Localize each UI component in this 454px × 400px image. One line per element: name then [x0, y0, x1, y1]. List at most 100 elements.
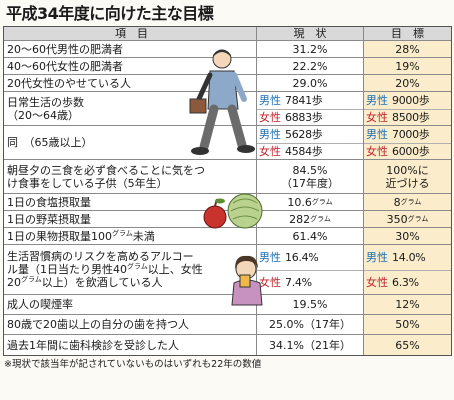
value: 350: [386, 212, 408, 226]
table-row: 1日の果物摂取量100グラム未満 61.4% 30%: [4, 228, 451, 245]
value: 10.6: [287, 195, 312, 209]
row-item: 成人の喫煙率: [7, 298, 73, 311]
header-current: 現 状: [256, 27, 363, 40]
row-item-line2: ル量（1日当たり男性40: [7, 263, 127, 276]
row-item: 同 （65歳以上）: [7, 136, 93, 149]
footnote: ※現状で該当年が記されていないものはいずれも22年の数値: [4, 359, 262, 370]
vegetables-illustration: [203, 193, 263, 229]
value-male: 7841歩: [285, 93, 323, 107]
item-suffix: 未満: [132, 229, 155, 243]
value-female: 6000歩: [392, 145, 430, 159]
row-item: 20代女性のやせている人: [7, 76, 131, 90]
value-female: 6.3%: [392, 276, 419, 290]
row-target: 30%: [363, 228, 451, 244]
value-female: 4584歩: [285, 145, 323, 159]
sex-label-female: 女性: [366, 276, 388, 290]
value-female: 7.4%: [285, 276, 312, 290]
table-row: 1日の野菜摂取量 282 グラム 350 グラム: [4, 211, 451, 228]
unit-gram: グラム: [127, 262, 148, 271]
value-male: 7000歩: [392, 127, 430, 141]
current-line2: （17年度）: [281, 176, 339, 190]
table-row: 生活習慣病のリスクを高めるアルコー ル量（1日当たり男性40グラム以上、女性 2…: [4, 245, 451, 295]
row-target: 男性 9000歩 女性 8500歩: [363, 92, 451, 125]
row-item-line1: 朝昼夕の三食を必ず食べることに気をつ: [7, 163, 205, 177]
table-header: 項 目 現 状 目 標: [4, 27, 451, 41]
value-male: 14.0%: [392, 250, 426, 264]
table-row: 成人の喫煙率 19.5% 12%: [4, 295, 451, 315]
row-item-line1: 日常生活の歩数: [7, 95, 84, 109]
sex-label-female: 女性: [259, 276, 281, 290]
row-item-line1: 生活習慣病のリスクを高めるアルコー: [7, 250, 194, 263]
row-target: 8 グラム: [363, 194, 451, 210]
row-target: 男性 14.0% 女性 6.3%: [363, 245, 451, 294]
table-row: 80歳で20歯以上の自分の歯を持つ人 25.0%（17年） 50%: [4, 315, 451, 335]
drinking-woman-illustration: [231, 255, 263, 306]
row-item: 20〜60代男性の肥満者: [7, 42, 123, 56]
table-row: 過去1年間に歯科検診を受診した人 34.1%（21年） 65%: [4, 335, 451, 355]
target-line2: 近づける: [385, 176, 430, 190]
unit-gram: グラム: [112, 228, 133, 237]
sex-label-male: 男性: [259, 250, 281, 264]
goals-table: 項 目 現 状 目 標 20〜60代男性の肥満者 31.2% 28% 40〜60…: [3, 26, 452, 356]
row-current: 34.1%（21年）: [256, 335, 363, 355]
row-target: 20%: [363, 75, 451, 91]
row-current: 31.2%: [256, 41, 363, 57]
sex-label-male: 男性: [366, 127, 388, 141]
row-item: 生活習慣病のリスクを高めるアルコー ル量（1日当たり男性40グラム以上、女性 2…: [4, 245, 256, 294]
value: 8: [393, 195, 401, 209]
row-item: 朝昼夕の三食を必ず食べることに気をつ け食事をしている子供（5年生）: [4, 160, 256, 193]
row-target: 19%: [363, 58, 451, 74]
row-item: 1日の食塩摂取量: [7, 195, 91, 209]
sex-label-female: 女性: [366, 111, 388, 125]
sex-label-male: 男性: [259, 127, 281, 141]
row-current: 61.4%: [256, 228, 363, 244]
unit-gram: グラム: [21, 275, 42, 284]
row-target: 男性 7000歩 女性 6000歩: [363, 126, 451, 159]
row-current: 84.5% （17年度）: [256, 160, 363, 193]
row-item: 80歳で20歯以上の自分の歯を持つ人: [7, 318, 189, 331]
current-line1: 84.5%: [292, 163, 328, 177]
unit-gram: グラム: [310, 214, 331, 223]
value-female: 6883歩: [285, 111, 323, 125]
unit-gram: グラム: [400, 197, 422, 206]
target-line1: 100%に: [386, 163, 429, 177]
table-row: 1日の食塩摂取量 10.6 グラム 8 グラム: [4, 194, 451, 211]
value: 282: [289, 212, 311, 226]
row-item: 40〜60代女性の肥満者: [7, 59, 123, 73]
row-current: 25.0%（17年）: [256, 315, 363, 334]
walking-man-illustration: [189, 49, 255, 155]
value-male: 9000歩: [392, 93, 430, 107]
sex-label-female: 女性: [259, 145, 281, 159]
value-male: 16.4%: [285, 250, 319, 264]
sex-label-female: 女性: [366, 145, 388, 159]
row-item-line3-suffix: 以上）を飲酒している人: [41, 276, 163, 289]
sex-label-female: 女性: [259, 111, 281, 125]
header-item: 項 目: [4, 27, 256, 40]
row-current: 10.6 グラム: [256, 194, 363, 210]
header-target: 目 標: [363, 27, 451, 40]
row-current: 22.2%: [256, 58, 363, 74]
row-target: 65%: [363, 335, 451, 355]
row-target: 28%: [363, 41, 451, 57]
row-item-line2: （20〜64歳）: [7, 108, 79, 122]
table-row: 同 （65歳以上） 男性 5628歩 女性 4584歩 男性 7000歩 女性 6000…: [4, 126, 451, 160]
unit-gram: グラム: [311, 197, 333, 206]
row-item: 1日の野菜摂取量: [7, 212, 91, 226]
row-current: 29.0%: [256, 75, 363, 91]
row-target: 100%に 近づける: [363, 160, 451, 193]
row-item-line2-suffix: 以上、女性: [147, 263, 203, 276]
row-current: 282 グラム: [256, 211, 363, 227]
value-male: 5628歩: [285, 127, 323, 141]
row-item-line2: け食事をしている子供（5年生）: [7, 176, 168, 190]
row-current: 19.5%: [256, 295, 363, 314]
row-target: 350 グラム: [363, 211, 451, 227]
table-row: 朝昼夕の三食を必ず食べることに気をつ け食事をしている子供（5年生） 84.5%…: [4, 160, 451, 194]
unit-gram: グラム: [407, 214, 429, 223]
row-item: 1日の果物摂取量100グラム未満: [4, 228, 256, 244]
item-text: 1日の果物摂取量100: [7, 229, 112, 243]
page-title: 平成34年度に向けた主な目標: [6, 4, 214, 23]
row-target: 50%: [363, 315, 451, 334]
row-item: 過去1年間に歯科検診を受診した人: [7, 339, 179, 352]
sex-label-male: 男性: [366, 250, 388, 264]
row-current: 男性 7841歩 女性 6883歩: [256, 92, 363, 125]
